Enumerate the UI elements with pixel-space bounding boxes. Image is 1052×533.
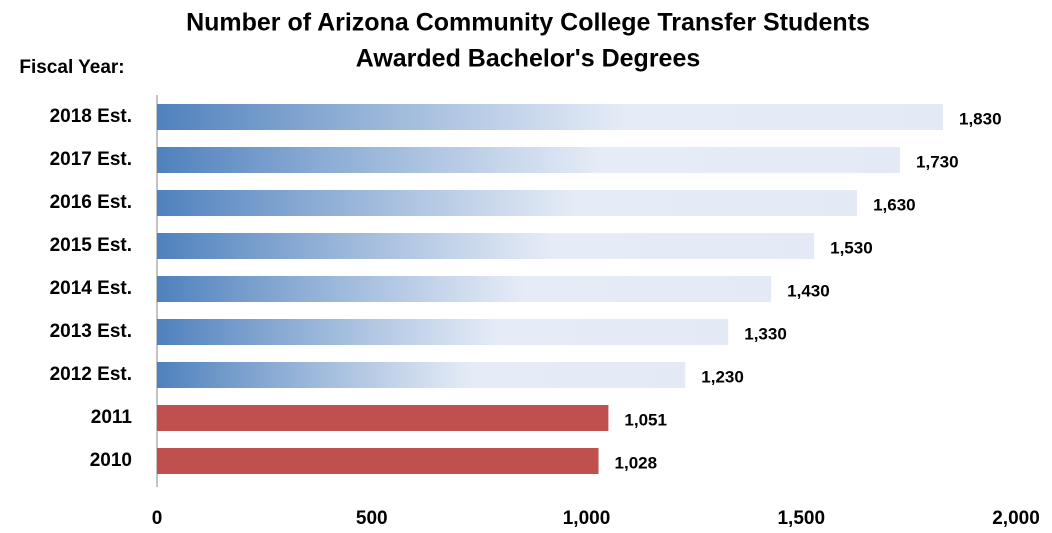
y-tick-label: 2016 Est.	[50, 192, 132, 213]
y-tick-label: 2018 Est.	[50, 106, 132, 127]
data-label: 1,530	[830, 238, 873, 257]
y-tick-label: 2015 Est.	[50, 235, 132, 256]
x-tick-label: 500	[356, 508, 388, 529]
x-tick-label: 1,000	[563, 508, 611, 529]
bar	[157, 448, 599, 474]
bar	[157, 233, 815, 259]
y-tick-label: 2014 Est.	[50, 278, 132, 299]
x-tick-label: 2,000	[992, 508, 1040, 529]
data-label: 1,430	[787, 281, 830, 300]
bar	[157, 405, 609, 431]
y-tick-label: 2013 Est.	[50, 321, 132, 342]
bar	[157, 276, 772, 302]
y-tick-label: 2010	[90, 450, 132, 471]
data-label: 1,028	[615, 453, 658, 472]
bar	[157, 104, 943, 130]
data-label: 1,630	[873, 195, 916, 214]
data-label: 1,730	[916, 152, 959, 171]
bar	[157, 362, 686, 388]
data-label: 1,330	[744, 324, 787, 343]
bar	[157, 319, 729, 345]
y-tick-label: 2012 Est.	[50, 364, 132, 385]
data-label: 1,230	[701, 367, 744, 386]
chart-title: Number of Arizona Community College Tran…	[186, 9, 870, 37]
data-label: 1,051	[624, 410, 667, 429]
x-tick-label: 1,500	[777, 508, 825, 529]
y-tick-label: 2011	[91, 407, 133, 428]
y-axis-label: Fiscal Year:	[19, 57, 124, 78]
y-tick-label: 2017 Est.	[50, 149, 132, 170]
chart-title: Awarded Bachelor's Degrees	[356, 45, 701, 73]
bar	[157, 147, 901, 173]
x-tick-label: 0	[152, 508, 163, 529]
data-label: 1,830	[959, 109, 1002, 128]
bar	[157, 190, 858, 216]
